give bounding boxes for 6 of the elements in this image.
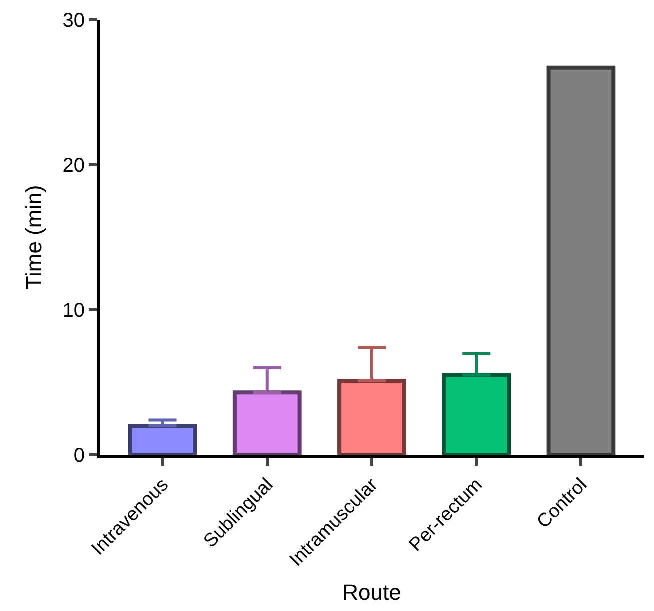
y-tick-label: 0 [74, 445, 85, 467]
y-tick-label: 20 [62, 155, 85, 177]
y-axis-title: Time (min) [22, 185, 47, 290]
y-tick-label: 10 [62, 300, 85, 322]
x-axis-title: Route [342, 580, 402, 605]
y-tick-label: 30 [62, 10, 85, 32]
